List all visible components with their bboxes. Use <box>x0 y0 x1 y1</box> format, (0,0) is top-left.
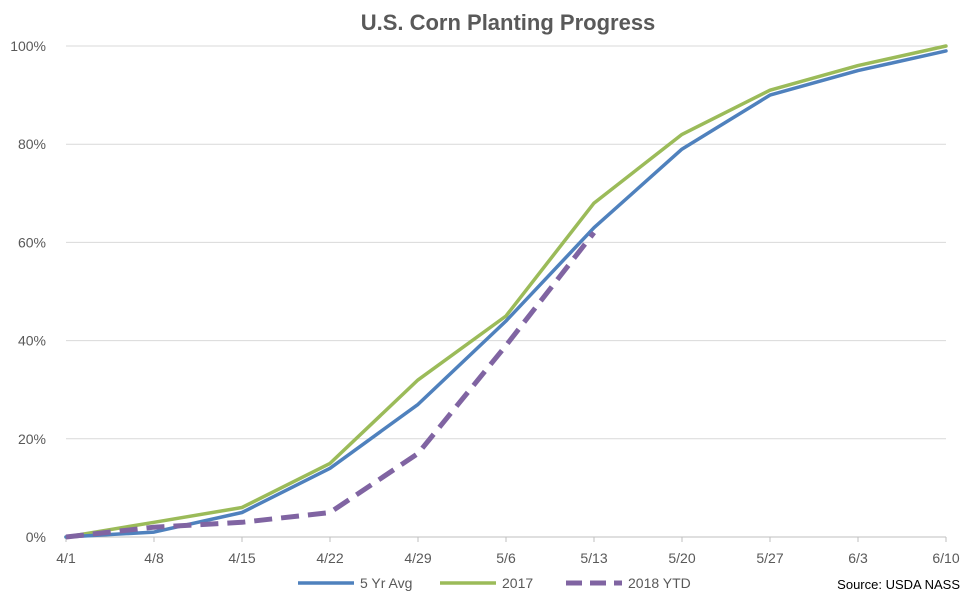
legend-item-2018-ytd: 2018 YTD <box>566 575 691 591</box>
legend-label: 2018 YTD <box>628 575 691 591</box>
x-tick-label: 4/22 <box>316 550 343 566</box>
x-tick-label: 4/8 <box>144 550 164 566</box>
gridlines <box>66 45 946 538</box>
legend-label: 5 Yr Avg <box>360 575 412 591</box>
source-note: Source: USDA NASS <box>837 577 960 592</box>
y-axis-tick-labels: 0% 20% 40% 60% 80% 100% <box>10 38 46 545</box>
x-tick-label: 5/13 <box>580 550 607 566</box>
x-tick-label: 4/1 <box>56 550 76 566</box>
legend-item-5-yr-avg: 5 Yr Avg <box>298 575 412 591</box>
chart-title: U.S. Corn Planting Progress <box>361 10 656 35</box>
series-line-2018-ytd <box>65 231 596 540</box>
legend: 5 Yr Avg 2017 2018 YTD <box>298 575 691 591</box>
y-tick-label: 20% <box>18 431 46 447</box>
y-tick-label: 40% <box>18 333 46 349</box>
x-tick-label: 5/27 <box>756 550 783 566</box>
y-tick-label: 100% <box>10 38 46 54</box>
y-tick-label: 0% <box>26 529 46 545</box>
x-tick-label: 6/10 <box>932 550 959 566</box>
y-tick-label: 60% <box>18 234 46 250</box>
x-tick-label: 5/20 <box>668 550 695 566</box>
x-tick-label: 4/15 <box>228 550 255 566</box>
x-tick-label: 5/6 <box>496 550 516 566</box>
x-axis-tick-labels: 4/1 4/8 4/15 4/22 4/29 5/6 5/13 5/20 5/27 6/3 6/10 <box>56 537 960 566</box>
legend-label: 2017 <box>502 575 533 591</box>
series-lines <box>64 44 948 540</box>
x-tick-label: 6/3 <box>848 550 868 566</box>
series-line-2017 <box>64 44 948 539</box>
x-tick-label: 4/29 <box>404 550 431 566</box>
y-tick-label: 80% <box>18 136 46 152</box>
series-line-5-yr-avg <box>64 49 948 539</box>
legend-item-2017: 2017 <box>440 575 533 591</box>
